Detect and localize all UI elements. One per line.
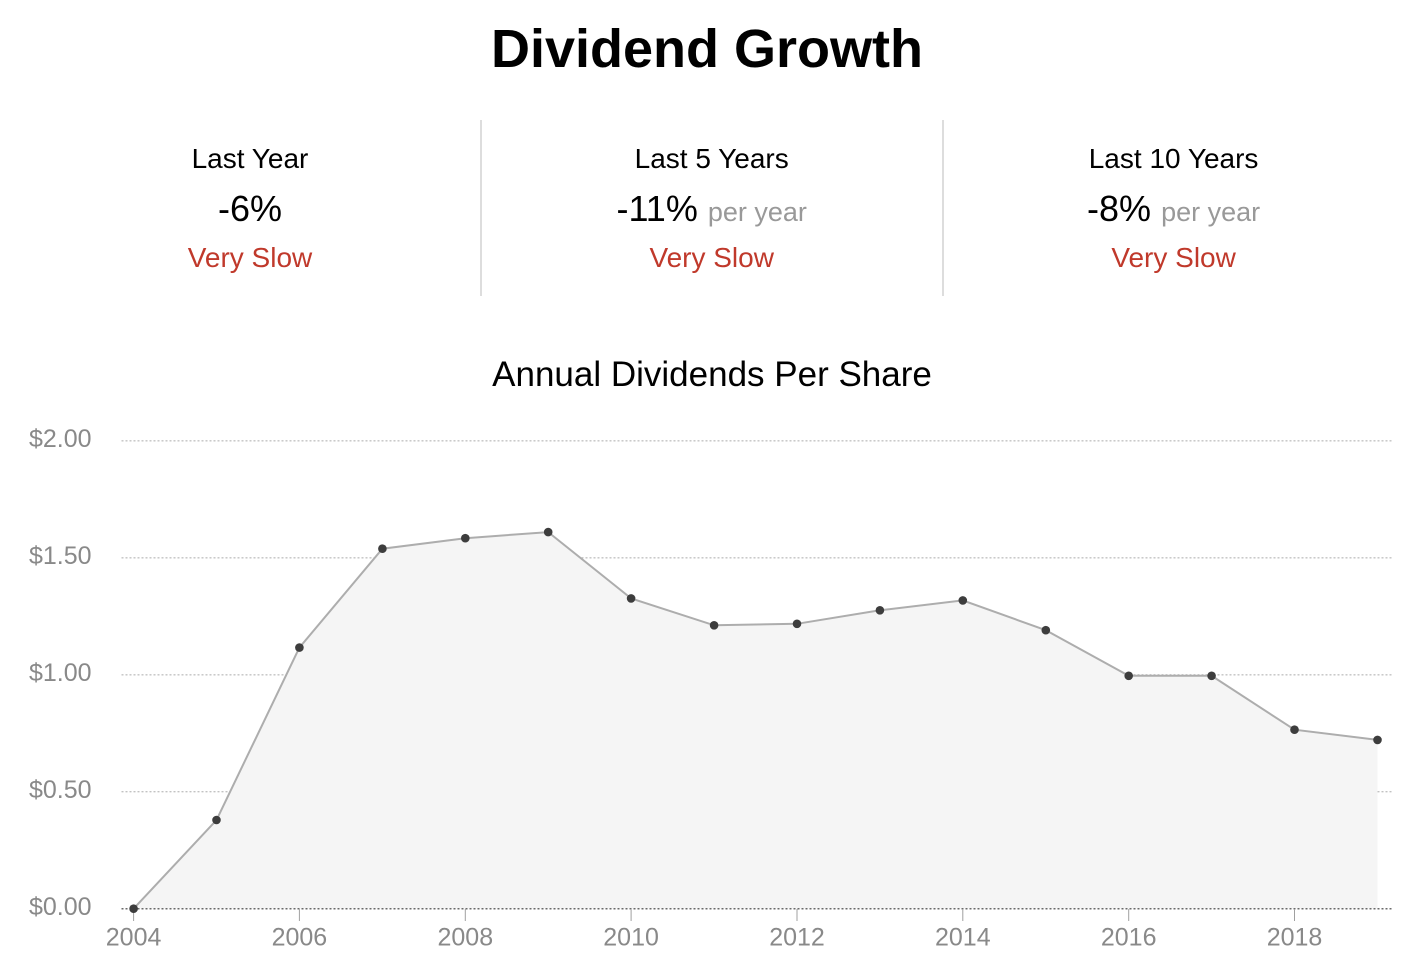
svg-text:2004: 2004	[106, 924, 162, 952]
svg-text:$2.00: $2.00	[29, 425, 92, 453]
svg-text:$1.50: $1.50	[29, 542, 92, 570]
svg-text:$1.00: $1.00	[29, 659, 92, 687]
svg-text:2016: 2016	[1101, 924, 1157, 952]
svg-text:2008: 2008	[437, 924, 493, 952]
svg-text:2012: 2012	[769, 924, 825, 952]
svg-text:2018: 2018	[1267, 924, 1323, 952]
svg-text:2010: 2010	[603, 924, 659, 952]
svg-text:$0.00: $0.00	[29, 893, 92, 921]
svg-text:2014: 2014	[935, 924, 991, 952]
svg-text:2006: 2006	[272, 924, 328, 952]
svg-text:$0.50: $0.50	[29, 776, 92, 804]
